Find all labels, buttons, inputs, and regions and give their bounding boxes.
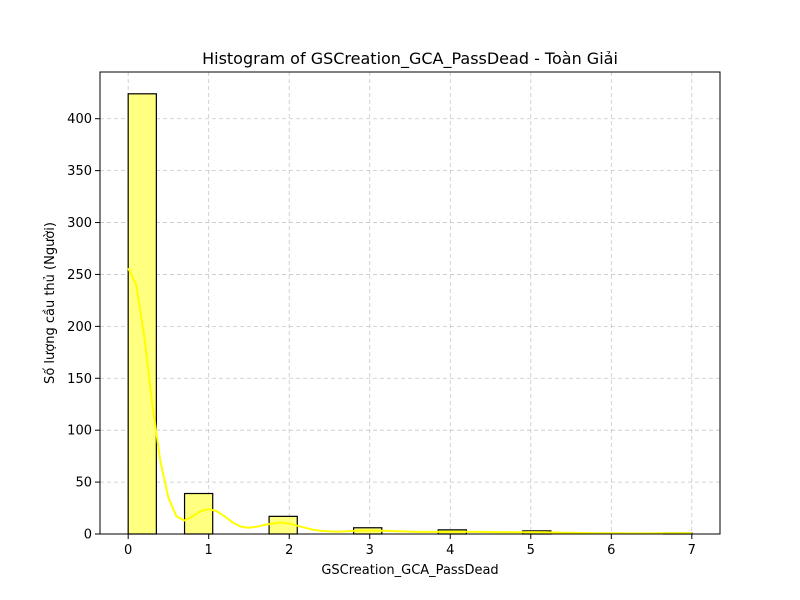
x-ticks: 0 1 2 3 4 5 6 7: [124, 534, 696, 558]
x-tick-label: 4: [446, 543, 454, 558]
x-axis-label: GSCreation_GCA_PassDead: [321, 563, 498, 578]
x-tick-label: 0: [124, 543, 132, 558]
histogram-bar: [183, 492, 214, 535]
plot-frame: [99, 71, 721, 535]
y-tick-label: 200: [67, 320, 92, 335]
grid-layer: [100, 72, 720, 535]
x-tick-label: 3: [366, 543, 374, 558]
x-tick-label: 6: [607, 543, 615, 558]
y-tick-label: 400: [67, 112, 92, 127]
chart-title: Histogram of GSCreation_GCA_PassDead - T…: [202, 49, 618, 69]
x-tick-label: 5: [527, 543, 535, 558]
y-tick-label: 150: [67, 372, 92, 387]
x-tick-label: 7: [688, 543, 696, 558]
y-tick-label: 100: [67, 424, 92, 439]
x-tick-label: 2: [285, 543, 293, 558]
y-ticks: 0 50 100 150 200 250 300 350 400: [67, 112, 100, 543]
kde-curve: [127, 267, 692, 535]
bars-layer: [127, 93, 693, 535]
x-tick-label: 1: [205, 543, 213, 558]
y-tick-label: 300: [67, 216, 92, 231]
y-tick-label: 250: [67, 268, 92, 283]
y-tick-label: 0: [84, 528, 92, 543]
y-tick-label: 50: [75, 476, 92, 491]
y-axis-label: Số lượng cầu thủ (Người): [43, 222, 58, 384]
y-tick-label: 350: [67, 164, 92, 179]
histogram-bar: [127, 93, 157, 535]
